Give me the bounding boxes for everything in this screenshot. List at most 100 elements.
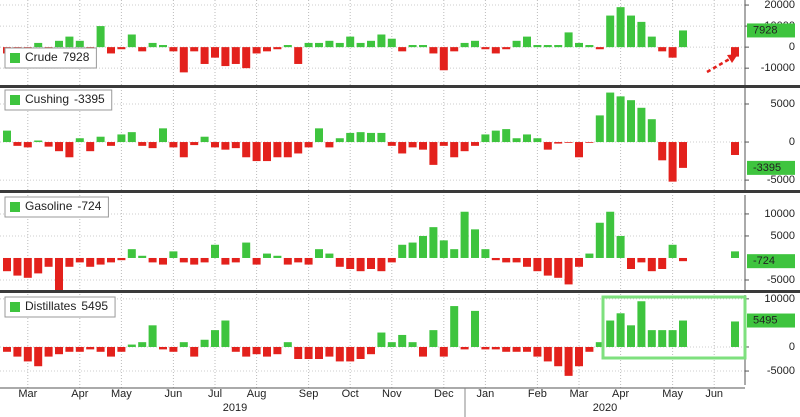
bar [637, 257, 646, 263]
x-tick-label: Jun [165, 388, 183, 400]
x-tick-label: Mar [570, 388, 589, 400]
bar [23, 346, 32, 362]
bar [387, 38, 396, 48]
bar [127, 34, 136, 48]
y-tick-label: 0 [789, 41, 795, 53]
bar [523, 257, 531, 267]
bar [75, 138, 84, 143]
bar [543, 142, 552, 150]
legend-box [4, 296, 116, 318]
bar [138, 255, 147, 258]
bar [627, 325, 635, 347]
legend-text: -3395 [74, 92, 105, 106]
bar [34, 257, 43, 274]
bar [564, 257, 573, 285]
highlight-box [601, 295, 747, 360]
bar [148, 142, 157, 149]
bar [658, 47, 667, 52]
bar [148, 42, 157, 48]
bar [263, 142, 271, 162]
bar [221, 142, 230, 150]
legend-text: Crude [25, 50, 58, 64]
legend-text: -724 [77, 199, 101, 213]
bar [647, 119, 656, 143]
bar [179, 142, 188, 158]
bar [44, 142, 53, 147]
bar [367, 346, 375, 355]
bar [356, 132, 365, 143]
bar [65, 257, 74, 267]
bar [419, 346, 427, 357]
bar [502, 47, 511, 50]
bar [315, 128, 323, 143]
bar [564, 142, 573, 143]
legend-swatch [10, 95, 20, 105]
bar [13, 142, 22, 146]
bar [96, 136, 105, 143]
bar [564, 32, 573, 48]
year-label: 2020 [593, 402, 617, 414]
bar [398, 334, 407, 347]
bar [304, 346, 313, 360]
bar [575, 142, 583, 158]
bar [367, 257, 375, 269]
y-tick-label: -5000 [767, 365, 795, 377]
bar [346, 36, 355, 48]
bar [127, 132, 136, 143]
x-tick-label: Mar [18, 388, 37, 400]
bar [148, 257, 157, 263]
bar [86, 346, 95, 350]
bar [564, 346, 573, 376]
bar [398, 47, 407, 52]
panel-separator [0, 190, 800, 193]
bar [491, 346, 500, 350]
legend-box [4, 89, 113, 111]
legend-swatch [10, 202, 20, 212]
bar [491, 257, 500, 261]
bar [96, 346, 105, 352]
arrow-head [727, 54, 738, 63]
bar [387, 142, 396, 146]
legend-label: Distillates 5495 [25, 299, 108, 313]
bar [3, 130, 11, 143]
bar [512, 138, 521, 143]
bar [668, 142, 677, 182]
bar [294, 47, 303, 64]
bar [335, 42, 344, 48]
bar [221, 257, 230, 265]
arrow [706, 55, 734, 74]
bar [595, 115, 604, 143]
bar [75, 257, 84, 263]
value-tag-label: 5495 [753, 314, 777, 326]
bar [543, 257, 552, 276]
bar [408, 142, 417, 148]
bar [148, 325, 157, 347]
legend-text: Cushing [25, 92, 69, 106]
bar [471, 40, 479, 48]
panel-separator [0, 85, 800, 88]
bar [668, 47, 677, 58]
bar [606, 211, 615, 258]
bar [107, 47, 115, 54]
x-tick-label: Sep [299, 388, 319, 400]
bar [107, 346, 115, 357]
bar [335, 138, 344, 143]
legend-swatch [10, 53, 20, 63]
bar [169, 251, 178, 258]
bar [606, 92, 615, 143]
bar [429, 142, 438, 165]
y-tick-label: 0 [789, 341, 795, 353]
bar [460, 211, 469, 258]
bar [585, 45, 594, 48]
bar [273, 346, 282, 355]
bar [575, 257, 583, 267]
bar [211, 142, 219, 148]
bar [554, 142, 563, 144]
x-tick-label: Oct [342, 388, 359, 400]
x-tick-label: Jul [208, 388, 222, 400]
bar [419, 235, 427, 258]
bar [387, 257, 396, 263]
bar [471, 310, 479, 347]
bar [543, 45, 552, 48]
